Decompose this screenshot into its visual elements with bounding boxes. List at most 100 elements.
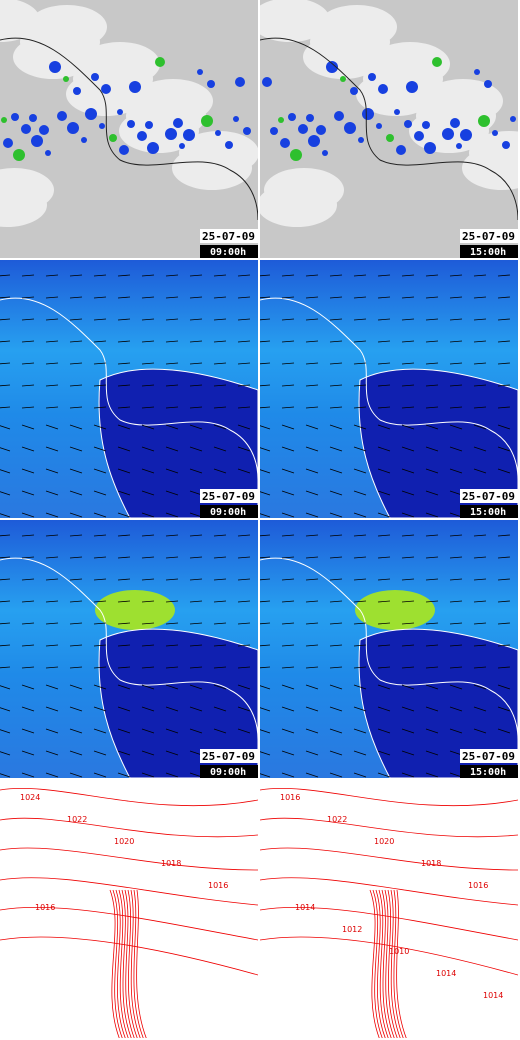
wind-arrow: [165, 578, 179, 581]
precip: [424, 142, 436, 154]
wind-arrow: [21, 512, 35, 518]
wind-arrow: [165, 512, 179, 518]
precip: [57, 111, 67, 121]
isobar-label: 1022: [327, 815, 347, 824]
wind-arrow: [45, 644, 59, 647]
wind-arrow: [329, 490, 343, 496]
coastline: [358, 368, 518, 518]
cloud: [27, 5, 107, 49]
wind-arrow: [281, 340, 295, 343]
panel-body: [260, 260, 518, 518]
wind-arrow: [401, 644, 415, 647]
wind-arrow: [473, 362, 487, 365]
wind-max: [95, 590, 175, 630]
wind-arrow: [449, 622, 463, 625]
wind-arrow: [189, 578, 203, 581]
wind-arrow: [497, 468, 511, 474]
wind-arrow: [401, 728, 415, 734]
wind-arrow: [401, 534, 415, 537]
wind-arrow: [45, 600, 59, 603]
precip: [344, 122, 356, 134]
isobar: [372, 889, 383, 1038]
wind-arrow: [237, 446, 251, 452]
wind-arrow: [377, 406, 391, 409]
wind-arrow: [305, 728, 319, 734]
wind-arrow: [69, 666, 83, 669]
wind-arrow: [353, 644, 367, 647]
wind-arrow: [93, 424, 107, 430]
wind-arrow: [329, 750, 343, 756]
wind-arrow: [213, 578, 227, 581]
wind-arrow: [329, 556, 343, 559]
isobar-label: 1020: [374, 837, 394, 846]
wind-arrow: [93, 468, 107, 474]
wind-arrow: [425, 750, 439, 756]
wind-arrow: [189, 600, 203, 603]
wind-arrow: [260, 773, 271, 778]
wind-arrow: [213, 534, 227, 537]
wind-arrow: [473, 644, 487, 647]
coastline: [260, 557, 518, 741]
wind-arrow: [69, 706, 83, 712]
wind-arrow: [260, 406, 271, 409]
wind-arrow: [93, 384, 107, 387]
wind-arrow: [281, 296, 295, 299]
wind-arrow: [141, 406, 155, 409]
wind-arrow: [305, 600, 319, 603]
isobar-label: 1012: [342, 925, 362, 934]
wind-arrow: [189, 534, 203, 537]
wind-arrow: [93, 556, 107, 559]
map-panel: 25-07-09 15:00h: [260, 260, 518, 518]
precip: [21, 124, 31, 134]
wind-arrow: [93, 274, 107, 277]
wind-arrow: [165, 406, 179, 409]
wind-arrow: [117, 622, 131, 625]
date-box: [460, 229, 518, 243]
wind-arrow: [21, 340, 35, 343]
wind-arrow: [497, 296, 511, 299]
wind-arrow: [189, 556, 203, 559]
wind-arrow: [21, 644, 35, 647]
wind-arrow: [237, 340, 251, 343]
wind-arrow: [45, 534, 59, 537]
wind-arrow: [449, 274, 463, 277]
wind-arrow: [425, 666, 439, 669]
wind-arrow: [21, 406, 35, 409]
wind-arrow: [117, 578, 131, 581]
wind-arrow: [449, 644, 463, 647]
wind-arrow: [329, 600, 343, 603]
wind-arrow: [117, 340, 131, 343]
wind-arrow: [93, 772, 107, 778]
precip: [270, 127, 278, 135]
wind-arrow: [117, 406, 131, 409]
wind-arrow: [329, 666, 343, 669]
wind-arrow: [260, 685, 271, 690]
wind-arrow: [21, 728, 35, 734]
isobar: [384, 889, 395, 1038]
wind-arrow: [141, 490, 155, 496]
wind-arrow: [260, 318, 271, 321]
wind-arrow: [449, 424, 463, 430]
wind-arrow: [401, 684, 415, 690]
wind-arrow: [237, 728, 251, 734]
wind-arrow: [473, 274, 487, 277]
wind-arrow: [497, 622, 511, 625]
wind-arrow: [117, 274, 131, 277]
cloud: [423, 79, 503, 123]
wind-arrow: [117, 424, 131, 430]
isobar: [260, 817, 518, 838]
wind-arrow: [260, 447, 271, 452]
wind-arrow: [237, 534, 251, 537]
wind-arrow: [329, 274, 343, 277]
wind-arrow: [165, 622, 179, 625]
wind-arrow: [189, 644, 203, 647]
wind-arrow: [213, 318, 227, 321]
wind-arrow: [237, 666, 251, 669]
wind-arrow: [237, 424, 251, 430]
wind-arrow: [69, 772, 83, 778]
wind-arrow: [0, 406, 11, 409]
wind-arrow: [213, 446, 227, 452]
time-label: 15:00h: [470, 507, 506, 518]
wind-arrow: [353, 340, 367, 343]
